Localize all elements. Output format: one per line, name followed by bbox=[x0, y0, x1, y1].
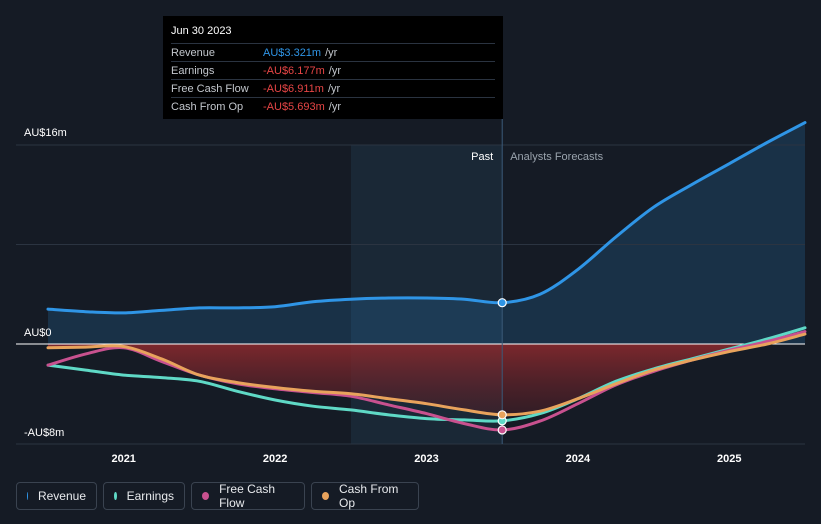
x-tick-label: 2022 bbox=[263, 453, 287, 465]
data-point-marker bbox=[497, 410, 507, 420]
series-line-revenue bbox=[46, 121, 807, 315]
tooltip-value: AU$3.321m bbox=[263, 46, 322, 59]
series-line-cash-from-op bbox=[46, 332, 807, 417]
tooltip-row-earnings: Earnings -AU$6.177m /yr bbox=[171, 61, 495, 79]
tooltip-value: -AU$6.911m bbox=[263, 82, 324, 95]
x-tick-label: 2024 bbox=[566, 453, 591, 465]
tooltip-label: Earnings bbox=[171, 64, 215, 77]
legend-label: Free Cash Flow bbox=[219, 482, 276, 510]
x-tick-label: 2021 bbox=[111, 453, 135, 465]
tooltip-date: Jun 30 2023 bbox=[171, 25, 232, 37]
x-tick-label: 2023 bbox=[414, 453, 438, 465]
y-axis-label: -AU$8m bbox=[24, 427, 64, 439]
legend-item-free-cash-flow[interactable]: Free Cash Flow bbox=[191, 482, 305, 510]
legend-label: Earnings bbox=[126, 489, 174, 503]
tooltip-unit: /yr bbox=[328, 100, 341, 113]
revenue-dot-icon bbox=[27, 492, 28, 500]
earnings-dot-icon bbox=[114, 492, 117, 500]
tooltip-row-cash-from-op: Cash From Op -AU$5.693m /yr bbox=[171, 97, 495, 115]
y-axis-label: AU$0 bbox=[24, 327, 52, 339]
past-label: Past bbox=[471, 151, 493, 163]
tooltip-unit: /yr bbox=[328, 64, 341, 77]
forecast-label: Analysts Forecasts bbox=[510, 151, 603, 163]
legend-item-earnings[interactable]: Earnings bbox=[103, 482, 185, 510]
data-point-marker bbox=[497, 425, 507, 435]
tooltip: Jun 30 2023 Revenue AU$3.321m /yr Earnin… bbox=[163, 16, 503, 119]
legend-item-revenue[interactable]: Revenue bbox=[16, 482, 97, 510]
losses-area bbox=[48, 343, 805, 415]
tooltip-row-revenue: Revenue AU$3.321m /yr bbox=[171, 43, 495, 61]
legend-label: Cash From Op bbox=[339, 482, 399, 510]
data-point-marker bbox=[497, 298, 507, 308]
tooltip-label: Revenue bbox=[171, 46, 216, 59]
tooltip-label: Free Cash Flow bbox=[171, 82, 249, 95]
tooltip-value: -AU$6.177m bbox=[263, 64, 325, 77]
legend: Revenue Earnings Free Cash Flow Cash Fro… bbox=[16, 482, 419, 512]
tooltip-row-free-cash-flow: Free Cash Flow -AU$6.911m /yr bbox=[171, 79, 495, 97]
y-axis-label: AU$16m bbox=[24, 127, 67, 139]
tooltip-value: -AU$5.693m bbox=[263, 100, 325, 113]
tooltip-label: Cash From Op bbox=[171, 100, 244, 113]
legend-item-cash-from-op[interactable]: Cash From Op bbox=[311, 482, 419, 510]
x-tick-label: 2025 bbox=[717, 453, 741, 465]
cash-from-op-dot-icon bbox=[322, 492, 330, 500]
tooltip-unit: /yr bbox=[325, 46, 338, 59]
free-cash-flow-dot-icon bbox=[202, 492, 210, 500]
legend-label: Revenue bbox=[37, 489, 86, 503]
revenue-area bbox=[48, 122, 805, 344]
tooltip-unit: /yr bbox=[327, 82, 341, 95]
